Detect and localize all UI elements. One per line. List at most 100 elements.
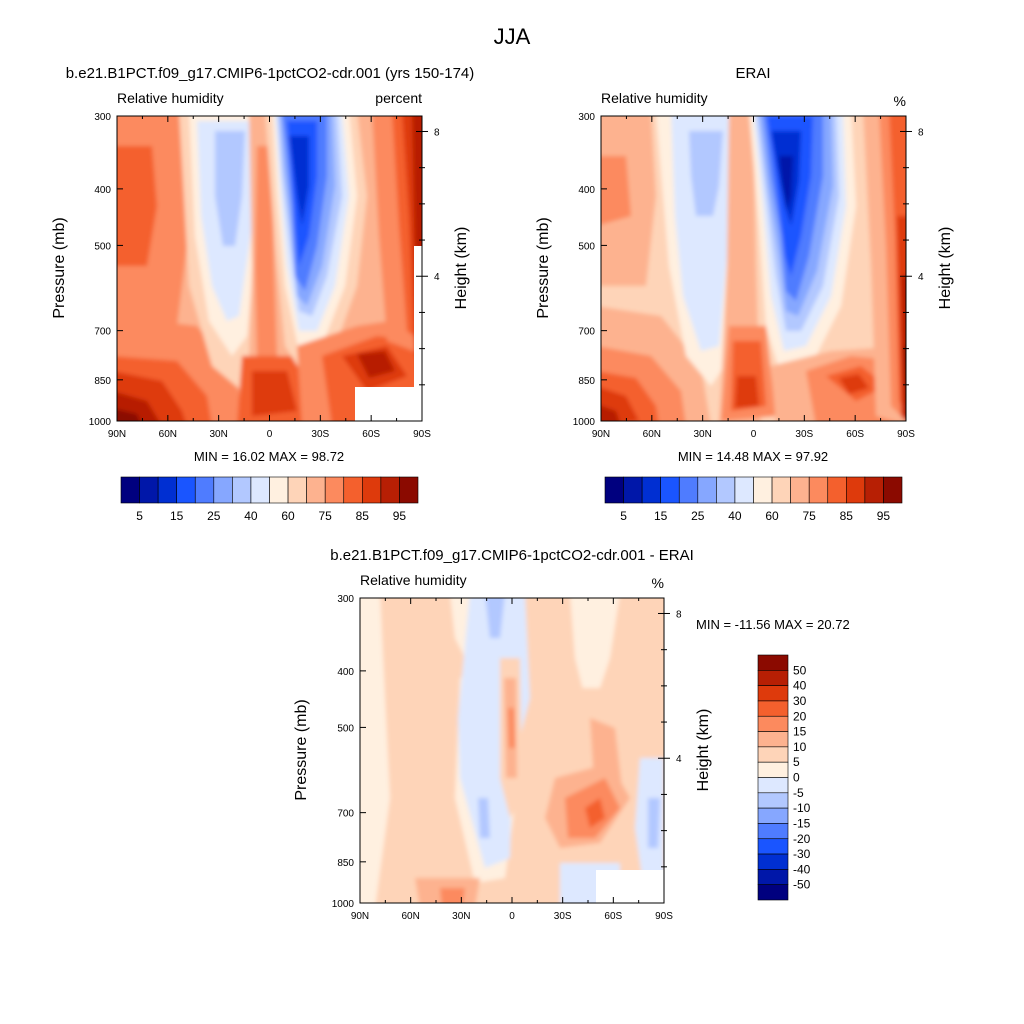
y2-tick-label: 4: [434, 272, 440, 283]
colorbar-swatch: [641, 476, 661, 504]
y2-tick-label: 8: [434, 127, 440, 138]
y-tick-label: 300: [337, 594, 354, 605]
panel-diff-ylabel: Pressure (mb): [293, 699, 310, 800]
colorbar-swatch: [232, 476, 252, 504]
colorbar-swatch: [757, 792, 789, 809]
y-tick-label: 400: [94, 185, 111, 196]
colorbar-label: 25: [691, 509, 705, 523]
panel-model-colorbar: 5 15 25 40 60 75 85 95: [120, 476, 419, 523]
panel-obs-right-label: %: [894, 93, 906, 109]
colorbar-label: -30: [793, 847, 811, 861]
colorbar-swatch: [757, 761, 789, 778]
colorbar-swatch: [269, 476, 289, 504]
colorbar-swatch: [734, 476, 754, 504]
panel-model-left-label: Relative humidity: [117, 90, 224, 106]
colorbar-label: 40: [793, 679, 807, 693]
colorbar-swatch: [343, 476, 363, 504]
colorbar-label: 75: [319, 509, 333, 523]
x-tick-label: 30S: [554, 911, 572, 922]
colorbar-label: 15: [170, 509, 184, 523]
colorbar-swatch: [790, 476, 810, 504]
colorbar-label: 5: [793, 755, 800, 769]
panel-obs-title: ERAI: [735, 65, 770, 82]
colorbar-swatch: [883, 476, 903, 504]
colorbar-swatch: [623, 476, 643, 504]
figure-title: JJA: [494, 24, 531, 49]
y-tick-label: 700: [578, 327, 595, 338]
x-tick-label: 60S: [846, 429, 864, 440]
colorbar-swatch: [757, 777, 789, 794]
y-tick-label: 400: [337, 667, 354, 678]
colorbar-swatch: [757, 731, 789, 748]
colorbar-label: 75: [803, 509, 817, 523]
colorbar-swatch: [380, 476, 400, 504]
colorbar-swatch: [846, 476, 866, 504]
x-tick-label: 0: [751, 429, 757, 440]
colorbar-label: 15: [654, 509, 668, 523]
colorbar-swatch: [697, 476, 717, 504]
y-tick-label: 500: [337, 723, 354, 734]
x-tick-label: 60S: [604, 911, 622, 922]
x-tick-label: 60S: [362, 429, 380, 440]
panel-model-minmax: MIN = 16.02 MAX = 98.72: [194, 449, 344, 464]
panel-model-right-label: percent: [375, 90, 422, 106]
colorbar-swatch: [287, 476, 307, 504]
colorbar-swatch: [757, 670, 789, 686]
colorbar-swatch: [678, 476, 699, 504]
y-tick-label: 300: [578, 112, 595, 123]
x-tick-label: 30S: [795, 429, 813, 440]
panel-diff-y2label: Height (km): [695, 709, 712, 792]
colorbar-label: 5: [620, 509, 627, 523]
colorbar-label: 50: [793, 663, 807, 677]
panel-model-ylabel: Pressure (mb): [51, 217, 68, 318]
colorbar-label: 95: [393, 509, 407, 523]
colorbar-swatch: [757, 700, 789, 717]
y-tick-label: 700: [337, 809, 354, 820]
colorbar-swatch: [660, 476, 680, 504]
colorbar-swatch: [139, 476, 159, 504]
panel-diff-left-label: Relative humidity: [360, 572, 467, 588]
x-tick-label: 90N: [108, 429, 126, 440]
x-tick-label: 30S: [311, 429, 329, 440]
panel-model-y2label: Height (km): [453, 227, 470, 310]
colorbar-swatch: [194, 476, 215, 504]
x-tick-label: 90S: [897, 429, 915, 440]
colorbar-swatch: [716, 476, 736, 504]
y2-tick-label: 8: [918, 127, 924, 138]
panel-model: b.e21.B1PCT.f09_g17.CMIP6-1pctCO2-cdr.00…: [51, 65, 474, 523]
colorbar-swatch: [604, 476, 624, 504]
colorbar-label: 85: [356, 509, 370, 523]
panel-diff-minmax: MIN = -11.56 MAX = 20.72: [696, 617, 850, 632]
colorbar-swatch: [757, 746, 789, 763]
x-tick-label: 60N: [643, 429, 661, 440]
y-tick-label: 500: [578, 241, 595, 252]
colorbar-label: 5: [136, 509, 143, 523]
panel-obs-colorbar: 5 15 25 40 60 75 85 95: [604, 476, 903, 523]
y-tick-label: 1000: [89, 417, 112, 428]
colorbar-swatch: [399, 476, 419, 504]
colorbar-swatch: [757, 715, 789, 732]
colorbar-swatch: [362, 476, 382, 504]
x-tick-label: 90N: [592, 429, 610, 440]
y-tick-label: 1000: [573, 417, 596, 428]
x-tick-label: 60N: [159, 429, 177, 440]
panel-obs-field: [601, 116, 906, 421]
panel-obs-axes: 90N 60N 30N 0 30S 60S 90S 300 400 500 700 850 1000 8 4: [573, 112, 924, 440]
y-tick-label: 500: [94, 241, 111, 252]
colorbar-swatch: [250, 476, 270, 504]
colorbar-label: 10: [793, 740, 807, 754]
colorbar-swatch: [213, 476, 233, 504]
colorbar-label: 30: [793, 694, 807, 708]
y-tick-label: 300: [94, 112, 111, 123]
y-tick-label: 700: [94, 327, 111, 338]
panel-obs-minmax: MIN = 14.48 MAX = 97.92: [678, 449, 828, 464]
panel-model-axes: 90N 60N 30N 0 30S 60S 90S 300 400 500 700 850 1000 8 4: [89, 112, 440, 440]
x-tick-label: 60N: [401, 911, 419, 922]
colorbar-label: 60: [281, 509, 295, 523]
colorbar-label: -15: [793, 816, 811, 830]
panel-obs: ERAI Relative humidity %: [535, 65, 954, 523]
colorbar-swatch: [757, 869, 789, 885]
colorbar-label: -50: [793, 878, 811, 892]
